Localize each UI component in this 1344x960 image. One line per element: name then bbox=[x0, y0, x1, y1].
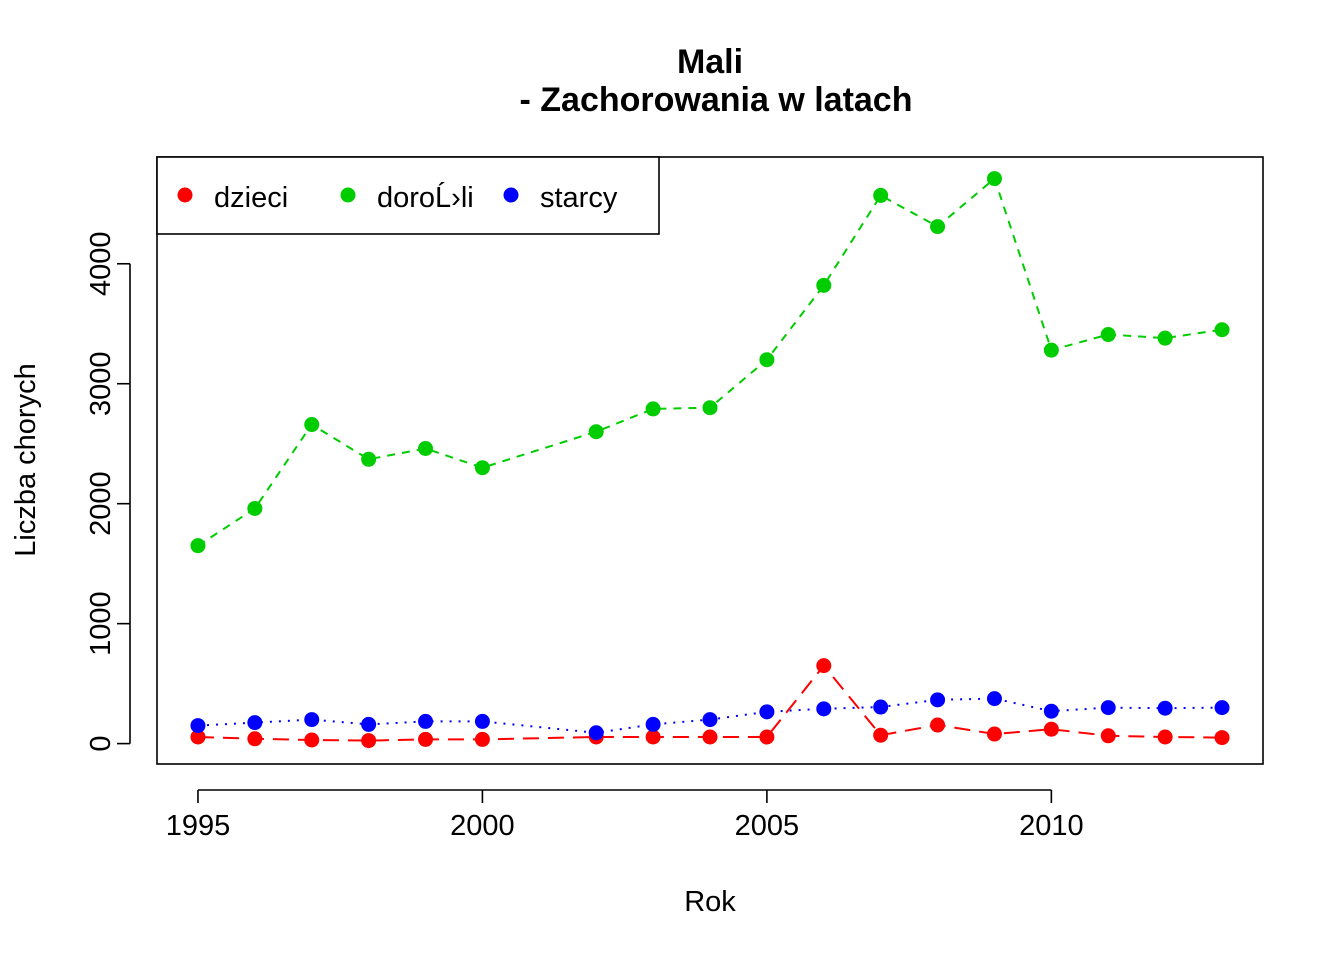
x-tick-label: 2010 bbox=[1019, 810, 1084, 842]
data-point bbox=[304, 732, 320, 748]
data-point bbox=[759, 704, 775, 720]
data-point bbox=[474, 713, 490, 729]
y-tick-label: 0 bbox=[85, 736, 117, 752]
data-point bbox=[1214, 730, 1230, 746]
data-point bbox=[1214, 322, 1230, 338]
legend-label: doroĹ›li bbox=[377, 181, 474, 214]
series-doroĹ›li bbox=[190, 171, 1230, 554]
data-point bbox=[759, 352, 775, 368]
data-point bbox=[588, 424, 604, 440]
x-axis: 1995 2000 2005 2010 bbox=[166, 789, 1084, 842]
legend-marker bbox=[340, 187, 356, 203]
data-point bbox=[1214, 700, 1230, 716]
data-point bbox=[1100, 327, 1116, 343]
y-axis: 0 1000 2000 3000 4000 bbox=[85, 232, 131, 752]
data-point bbox=[645, 716, 661, 732]
legend-box bbox=[156, 156, 660, 235]
data-point bbox=[190, 538, 206, 554]
data-point bbox=[247, 500, 263, 516]
y-axis-label: Liczba chorych bbox=[10, 363, 42, 556]
data-point bbox=[873, 187, 889, 203]
data-point bbox=[702, 729, 718, 745]
x-tick-label: 2000 bbox=[450, 810, 515, 842]
legend-marker bbox=[503, 187, 519, 203]
data-point bbox=[1043, 703, 1059, 719]
data-point bbox=[190, 729, 206, 745]
data-point bbox=[1157, 729, 1173, 745]
legend-label: starcy bbox=[540, 182, 618, 214]
y-tick-label: 4000 bbox=[85, 232, 117, 297]
data-point bbox=[986, 691, 1002, 707]
data-point bbox=[702, 712, 718, 728]
data-point bbox=[418, 441, 434, 457]
data-point bbox=[361, 716, 377, 732]
plot-frame bbox=[156, 156, 1264, 765]
data-point bbox=[986, 726, 1002, 742]
data-point bbox=[361, 733, 377, 749]
data-point bbox=[1157, 330, 1173, 346]
legend: dzieci doroĹ›li starcy bbox=[156, 156, 660, 235]
x-axis-label: Rok bbox=[684, 886, 736, 918]
data-point bbox=[816, 658, 832, 674]
data-point bbox=[645, 401, 661, 417]
data-point bbox=[645, 729, 661, 745]
data-point bbox=[873, 727, 889, 743]
data-point bbox=[304, 417, 320, 433]
y-tick-label: 3000 bbox=[85, 351, 117, 416]
data-point bbox=[1043, 721, 1059, 737]
data-point bbox=[190, 718, 206, 734]
data-point bbox=[816, 277, 832, 293]
chart-title-line1: Mali bbox=[677, 43, 743, 81]
data-point bbox=[588, 725, 604, 741]
data-point bbox=[418, 731, 434, 747]
x-tick-label: 1995 bbox=[166, 810, 231, 842]
data-point bbox=[759, 729, 775, 745]
y-tick-label: 1000 bbox=[85, 591, 117, 656]
data-point bbox=[1043, 342, 1059, 358]
data-point bbox=[930, 692, 946, 708]
x-tick-label: 2005 bbox=[735, 810, 800, 842]
data-point bbox=[816, 701, 832, 717]
legend-label: dzieci bbox=[214, 182, 288, 214]
legend-marker bbox=[177, 187, 193, 203]
series-layer bbox=[190, 171, 1230, 749]
data-point bbox=[474, 460, 490, 476]
data-point bbox=[304, 712, 320, 728]
data-point bbox=[930, 717, 946, 733]
data-point bbox=[1100, 728, 1116, 744]
series-line bbox=[197, 664, 1223, 742]
data-point bbox=[1100, 700, 1116, 716]
y-tick-label: 2000 bbox=[85, 471, 117, 536]
data-point bbox=[247, 731, 263, 747]
data-point bbox=[930, 219, 946, 235]
chart-title-line2: - Zachorowania w latach bbox=[520, 81, 913, 119]
data-point bbox=[418, 713, 434, 729]
data-point bbox=[873, 699, 889, 715]
series-dzieci bbox=[190, 658, 1230, 749]
data-point bbox=[247, 715, 263, 731]
data-point bbox=[474, 731, 490, 747]
data-point bbox=[1157, 700, 1173, 716]
series-starcy bbox=[190, 691, 1230, 741]
data-point bbox=[702, 400, 718, 416]
data-point bbox=[986, 171, 1002, 187]
data-point bbox=[361, 451, 377, 467]
